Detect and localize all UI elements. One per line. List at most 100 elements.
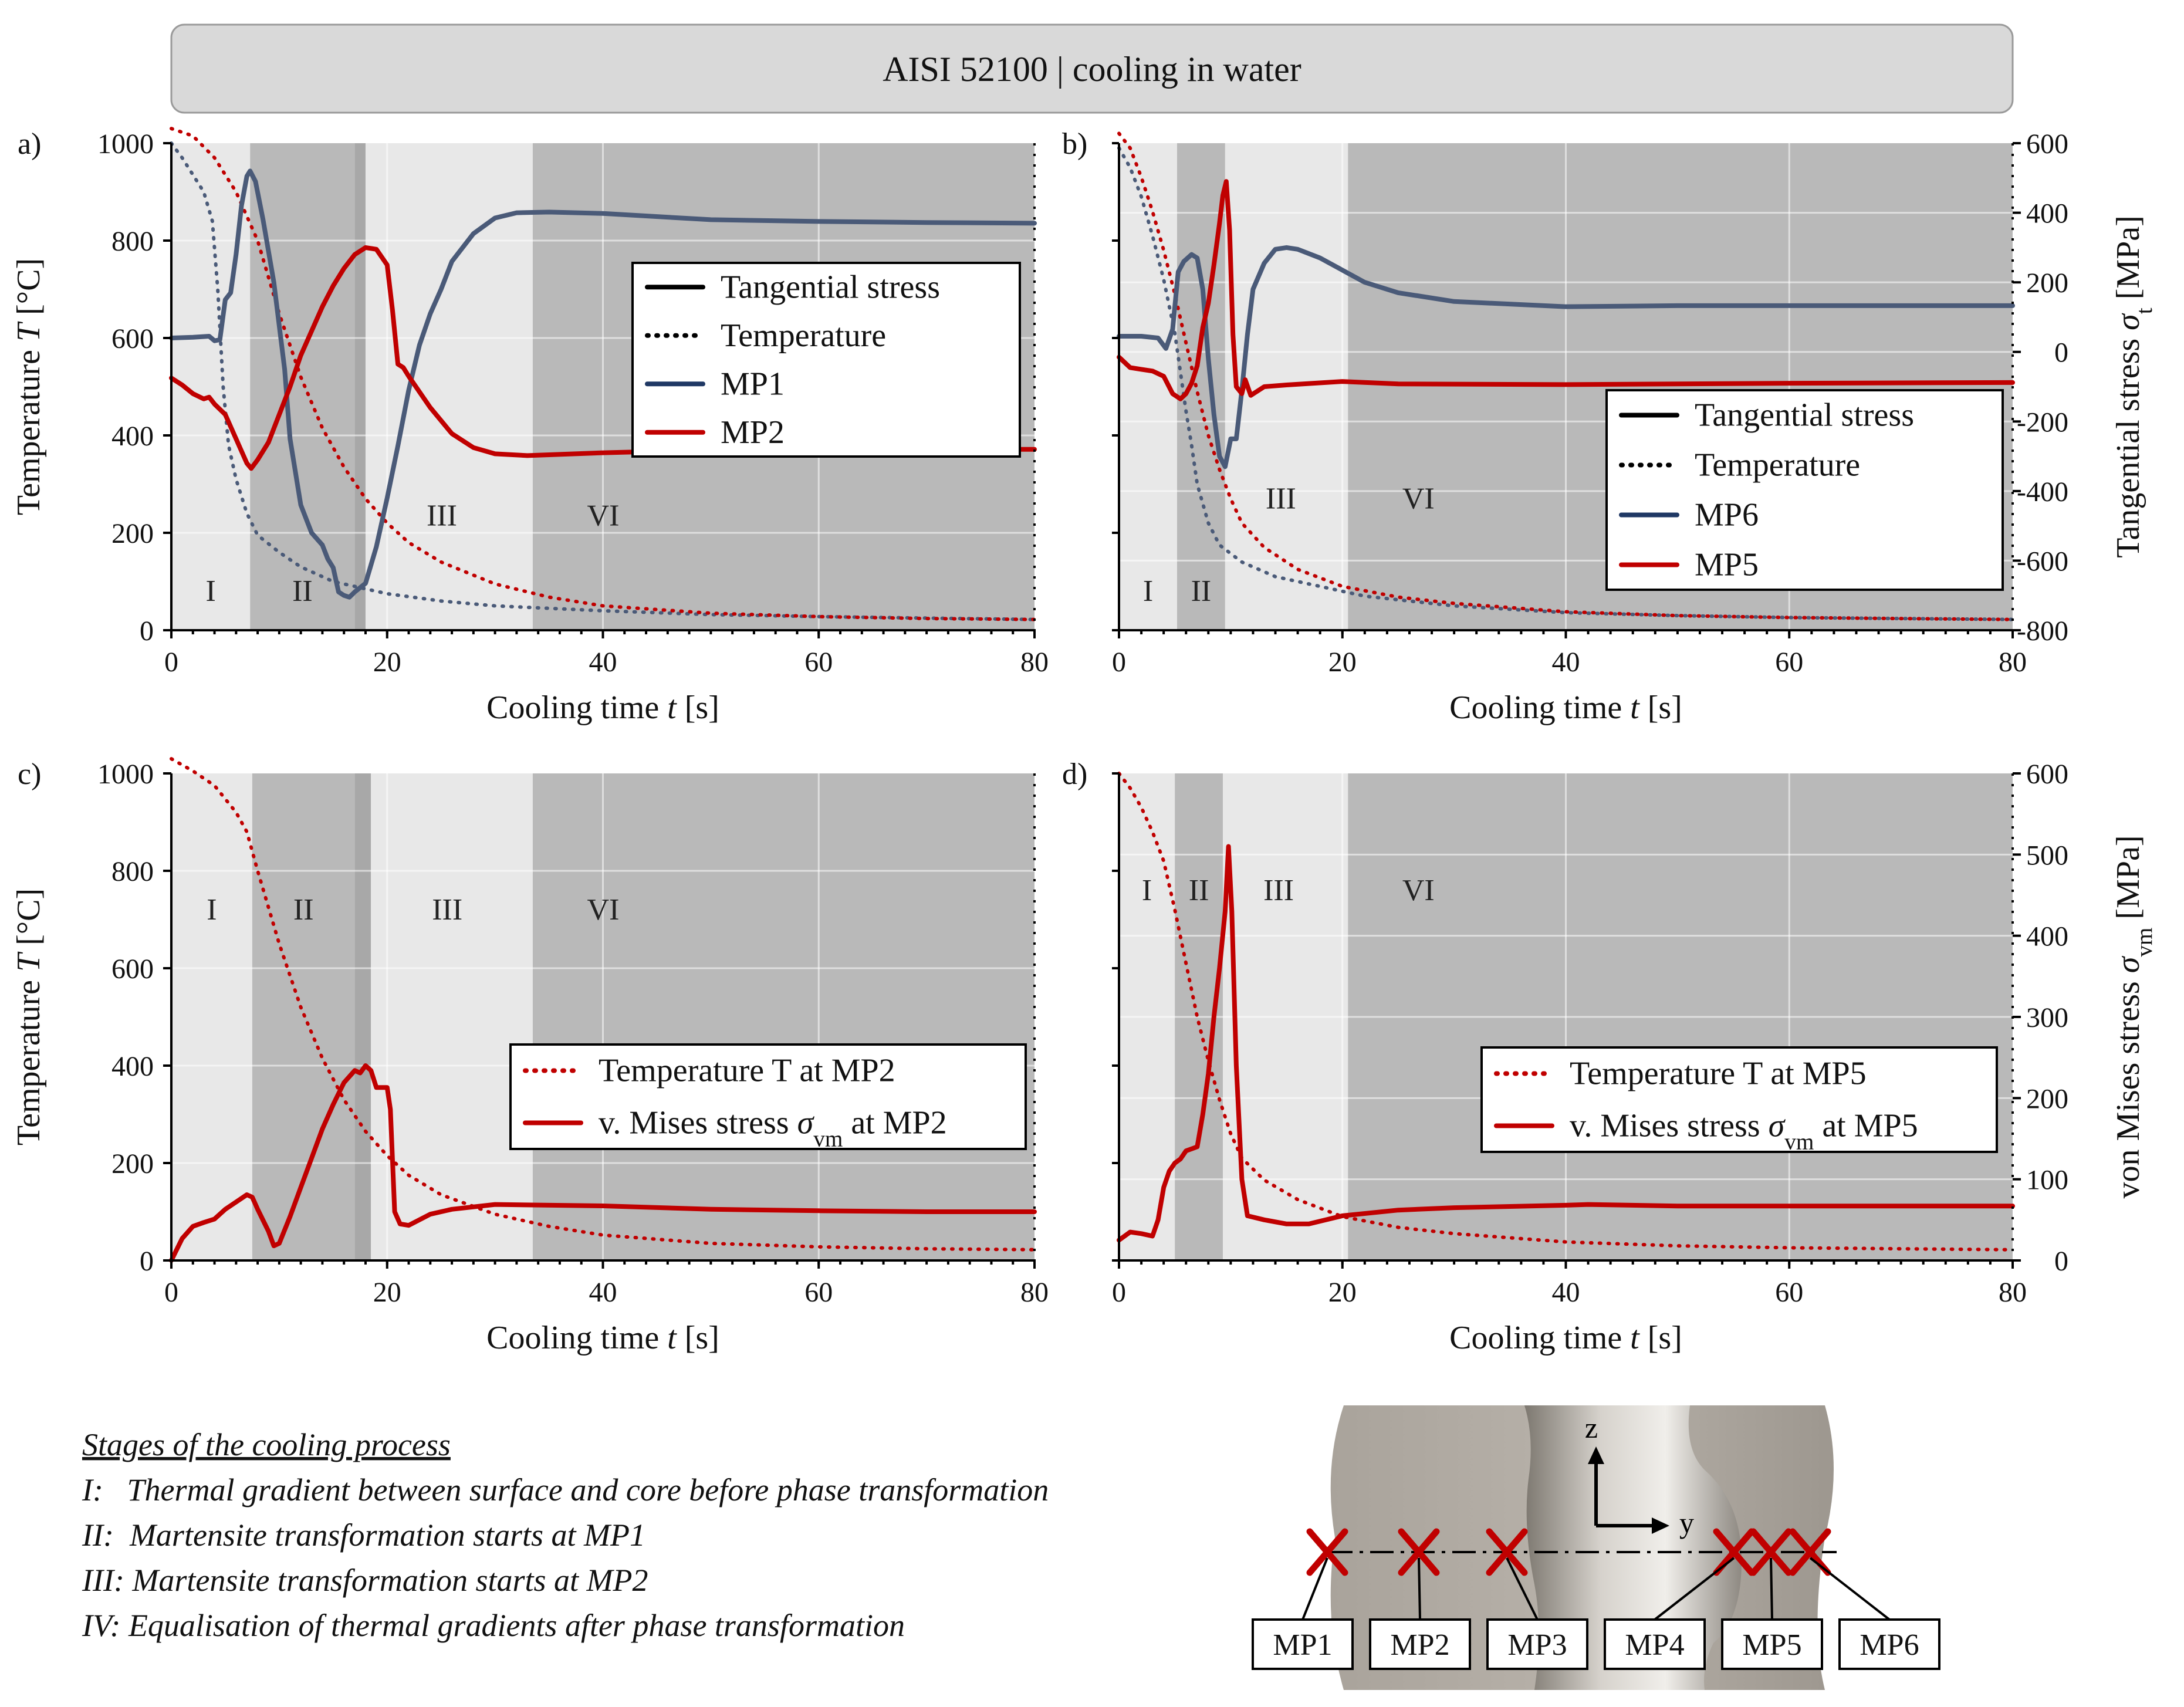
x-tick-label: 80 xyxy=(1020,1277,1049,1308)
mp-cross-icon xyxy=(1306,1528,1348,1576)
measurement-points: MP1 MP2 MP3 MP4 MP5 MP6 xyxy=(1252,1528,1940,1670)
panel-letter: d) xyxy=(1062,758,1087,791)
legend-label: Temperature xyxy=(1695,447,1860,484)
y-tick-label-right: 300 xyxy=(2026,1002,2068,1033)
y-tick-label: 200 xyxy=(111,1148,154,1179)
y-tick-label: 800 xyxy=(111,226,154,257)
x-axis-label: Cooling time t [s] xyxy=(1449,689,1682,726)
mp-leader-line xyxy=(1654,1557,1735,1621)
legend-label: MP2 xyxy=(721,414,785,451)
chart-legend: Temperature T at MP5 v. Mises stress σvm … xyxy=(1480,1046,1998,1155)
z-axis-label: z xyxy=(1585,1411,1598,1444)
x-tick-label: 20 xyxy=(373,1277,401,1308)
y-arrowhead-icon xyxy=(1652,1517,1669,1534)
mp-label-box xyxy=(1721,1618,1823,1670)
z-arrowhead-icon xyxy=(1588,1446,1604,1464)
legend-label: Tangential stress xyxy=(721,269,940,305)
stage-label-VI: VI xyxy=(1402,482,1435,516)
chart-legend: Tangential stress Temperature MP1 MP2 xyxy=(631,262,1021,458)
stage-band-III xyxy=(371,773,533,1260)
x-tick-label: 20 xyxy=(1328,647,1357,678)
stage-label-I: I xyxy=(205,574,215,608)
stage-label-I: I xyxy=(1143,574,1153,608)
y-tick-label-right: 500 xyxy=(2026,840,2068,871)
y-axis-label: Tangential stress σt [MPa] xyxy=(2110,215,2157,558)
mp-label-box xyxy=(1486,1618,1588,1670)
x-tick-label: 20 xyxy=(1328,1277,1357,1308)
x-tick-label: 0 xyxy=(1112,1277,1126,1308)
y-tick-label-right: 0 xyxy=(2054,1246,2068,1277)
stage-label-VI: VI xyxy=(587,893,620,927)
mp-leader-line xyxy=(1418,1557,1421,1620)
stage-band-III xyxy=(365,143,533,630)
mp-label-mp5: MP5 xyxy=(1742,1628,1801,1662)
series-line-mp1-tangential-stress xyxy=(169,168,1037,600)
mp-label-box xyxy=(1369,1618,1471,1670)
mp-cross-icon xyxy=(1789,1528,1831,1576)
legend-label: Temperature xyxy=(721,317,886,354)
mp-label-mp3: MP3 xyxy=(1507,1628,1567,1662)
legend-label: MP1 xyxy=(721,366,785,402)
mp-cross-icon xyxy=(1750,1528,1792,1576)
panel-d-chart: I II III VI0 20 40 60 800100200300400500600d)Co… xyxy=(1062,758,2157,1356)
stage-band-I xyxy=(171,773,252,1260)
x-tick-label: 60 xyxy=(1775,1277,1803,1308)
title-box xyxy=(170,23,2014,114)
series-line-v-mises-stress-at-mp2 xyxy=(169,1063,1037,1263)
y-tick-label-right: 600 xyxy=(2026,759,2068,790)
y-tick-label-right: 100 xyxy=(2026,1165,2068,1196)
stage-label-III: III xyxy=(1266,482,1296,516)
legend-box xyxy=(631,262,1021,458)
series-line-mp5-tangential-stress xyxy=(1117,179,2015,401)
x-tick-label: 40 xyxy=(589,1277,617,1308)
x-tick-label: 60 xyxy=(804,647,833,678)
panel-c-chart: I II III VI0 20 40 60 8002004006008001000c)Cool… xyxy=(11,757,1049,1356)
stage-label-II: II xyxy=(292,574,313,608)
series-line-mp1-temperature xyxy=(170,141,1036,621)
x-axis-label: Cooling time t [s] xyxy=(486,1320,719,1356)
stage-label-II: II xyxy=(1189,874,1209,907)
figure-title: AISI 52100 | cooling in water xyxy=(883,50,1301,89)
x-axis-label: Cooling time t [s] xyxy=(486,689,719,726)
mp-leader-line xyxy=(1770,1557,1773,1620)
mp-leader-line xyxy=(1506,1557,1539,1620)
stage-label-III: III xyxy=(432,893,462,927)
stage-band-II xyxy=(250,143,355,630)
specimen-illustration: z y MP1 MP2 MP3 MP4 MP5 MP6 xyxy=(1252,1405,1940,1690)
series-line-v-mises-stress-at-mp5 xyxy=(1117,844,2015,1243)
stage-band-VI xyxy=(532,773,1034,1260)
stage-label-III: III xyxy=(1263,874,1294,907)
legend-label: v. Mises stress σvm at MP5 xyxy=(1570,1108,1918,1155)
x-tick-label: 60 xyxy=(804,1277,833,1308)
series-line-mp5-temperature xyxy=(1117,131,2014,621)
notes-line-2: II: Martensite transformation starts at … xyxy=(82,1517,645,1553)
series-line-temperature-at-mp2 xyxy=(170,757,1036,1252)
x-axis-label: Cooling time t [s] xyxy=(1449,1320,1682,1356)
y-tick-label-right: -800 xyxy=(2017,616,2068,647)
legend-box xyxy=(1480,1046,1998,1153)
y-axis-label: Temperature T [°C] xyxy=(11,888,47,1145)
x-tick-label: 0 xyxy=(164,647,178,678)
mp-leader-line xyxy=(1809,1557,1891,1621)
notes-line-3: III: Martensite transformation starts at… xyxy=(82,1563,648,1598)
mp-label-box xyxy=(1252,1618,1354,1670)
legend-label: Temperature T at MP5 xyxy=(1570,1056,1867,1092)
legend-box xyxy=(1605,389,2004,591)
y-tick-label: 400 xyxy=(111,1051,154,1082)
mp-cross-icon xyxy=(1486,1528,1528,1576)
y-tick-label-right: 400 xyxy=(2026,921,2068,952)
x-tick-label: 0 xyxy=(164,1277,178,1308)
y-tick-label: 600 xyxy=(111,323,154,354)
stage-band-transition xyxy=(354,773,371,1260)
legend-box xyxy=(509,1043,1027,1150)
y-tick-label-right: -200 xyxy=(2017,407,2068,438)
stage-label-VI: VI xyxy=(1402,874,1435,907)
series-line-mp6-temperature xyxy=(1117,146,2014,621)
mp-label-box xyxy=(1604,1618,1706,1670)
y-tick-label: 1000 xyxy=(97,759,154,790)
y-tick-label-right: -600 xyxy=(2017,546,2068,577)
x-tick-label: 40 xyxy=(1552,647,1580,678)
